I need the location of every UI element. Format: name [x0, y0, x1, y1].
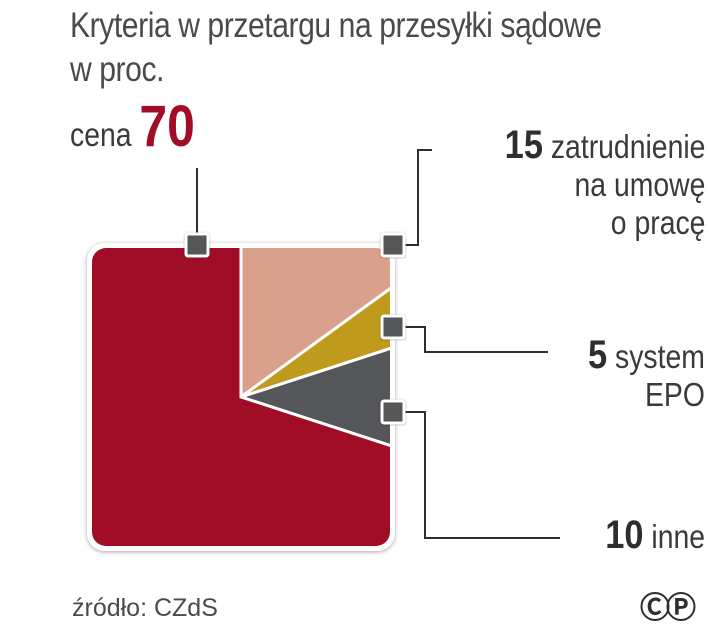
title-line-2: w proc. — [70, 50, 165, 89]
label-text: cena — [70, 116, 132, 153]
publisher-logo: ⒸⓅ — [640, 592, 696, 625]
pie-slice — [240, 268, 390, 399]
marker-square — [184, 232, 210, 258]
value-label: 70 — [139, 94, 195, 159]
value-label: 15 — [504, 123, 543, 167]
pie-slice — [236, 328, 390, 466]
label-text: o pracę — [610, 204, 705, 241]
marker-square — [380, 314, 406, 340]
value-label: 5 — [588, 333, 608, 377]
slices — [92, 248, 390, 546]
label-text: zatrudnienie — [550, 128, 705, 165]
leader-line-system-epo — [393, 326, 548, 353]
label-cena: cena 70 — [70, 98, 195, 156]
source-note: źródło: CZdS — [72, 594, 218, 622]
chart-title: Kryteria w przetargu na przesyłki sądowe… — [70, 4, 602, 92]
label-zatrudnienie: 15 zatrudnienie na umowę o pracę — [504, 123, 705, 242]
label-text: EPO — [645, 376, 705, 413]
value-label: 10 — [605, 513, 644, 557]
marker-square — [380, 399, 406, 425]
label-inne: 10 inne — [605, 513, 705, 557]
label-system-epo: 5 system EPO — [588, 333, 705, 414]
leader-line-zatrudnienie — [393, 149, 432, 246]
label-text: system — [615, 338, 705, 375]
pie-slice — [239, 248, 390, 400]
label-text: na umowę — [574, 166, 705, 203]
marker-square — [380, 232, 406, 258]
title-line-1: Kryteria w przetargu na przesyłki sądowe — [70, 6, 602, 45]
leader-line-inne — [393, 411, 560, 539]
pie-slice — [92, 248, 390, 546]
label-text: inne — [651, 518, 705, 555]
